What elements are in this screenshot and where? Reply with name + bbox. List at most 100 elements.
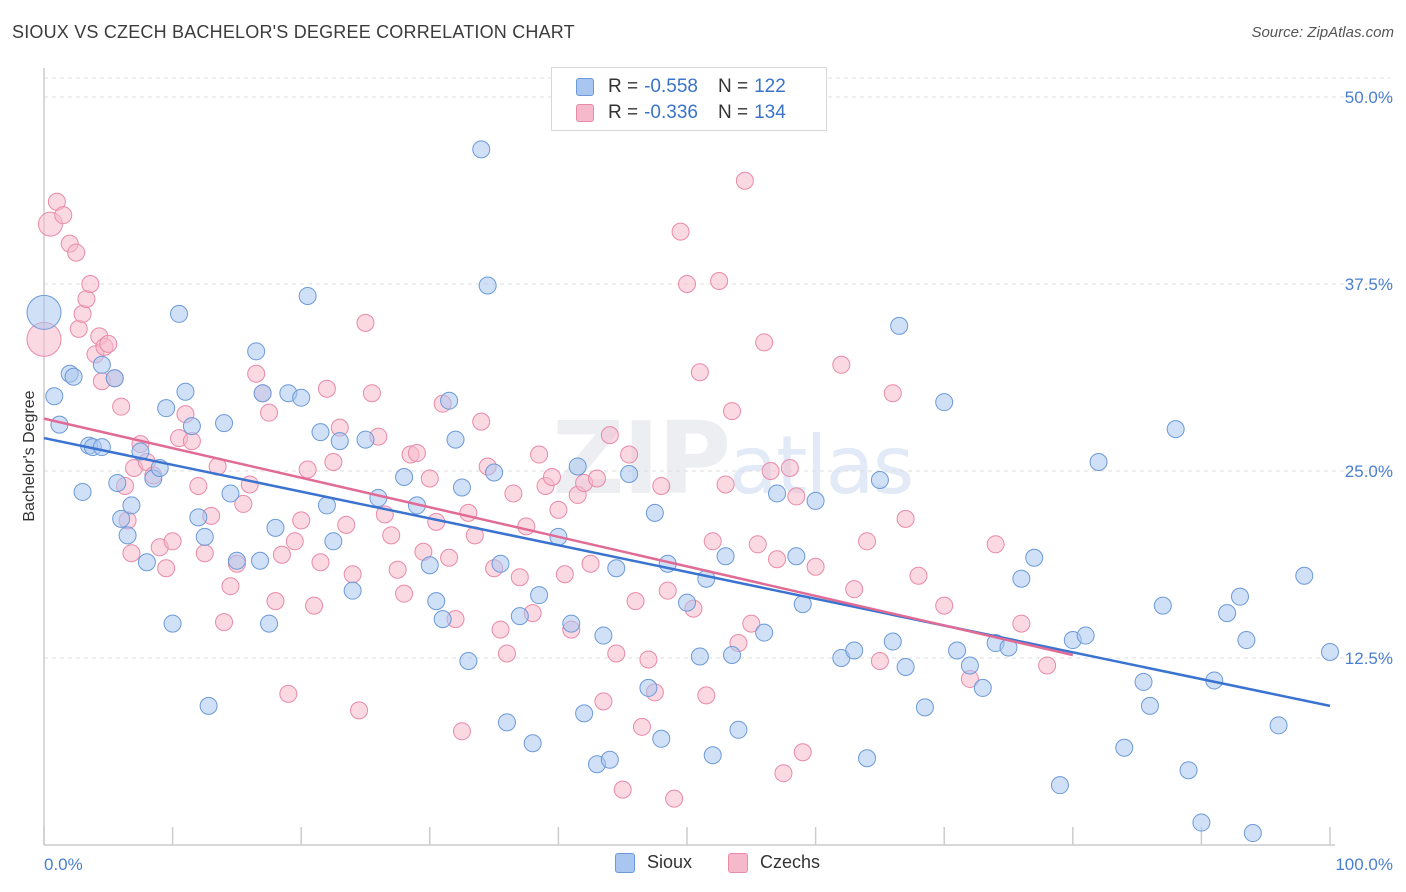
czechs-point: [407, 444, 426, 463]
sioux-point: [1050, 776, 1069, 795]
sioux-point: [108, 473, 127, 492]
czechs-point: [716, 475, 735, 494]
czechs-point: [845, 580, 864, 599]
czechs-point: [832, 355, 851, 374]
czechs-point: [735, 171, 754, 190]
sioux-point: [1115, 738, 1134, 757]
czechs-point: [774, 764, 793, 783]
czechs-point: [382, 526, 401, 545]
czechs-swatch: [576, 104, 594, 122]
sioux-point: [755, 623, 774, 642]
czechs-point: [896, 509, 915, 528]
sioux-point: [73, 482, 92, 501]
czechs-point: [491, 620, 510, 639]
sioux-point: [1230, 587, 1249, 606]
czechs-point: [317, 379, 336, 398]
sioux-point: [729, 720, 748, 739]
sioux-point: [575, 704, 594, 723]
sioux-point: [1134, 672, 1153, 691]
sioux-points: [26, 140, 1339, 843]
czechs-point: [607, 644, 626, 663]
czechs-point: [665, 789, 684, 808]
czechs-point: [122, 544, 141, 563]
czechs-point: [909, 566, 928, 585]
sioux-point: [221, 484, 240, 503]
y-tick-label: 50.0%: [1345, 88, 1393, 107]
sioux-point: [530, 586, 549, 605]
czechs-point: [787, 487, 806, 506]
czechs-point: [350, 701, 369, 720]
czechs-point: [858, 532, 877, 551]
sioux-point: [600, 750, 619, 769]
czechs-point: [761, 462, 780, 480]
sioux-point: [1089, 453, 1108, 472]
sioux-point: [1295, 566, 1314, 585]
sioux-point: [105, 369, 124, 388]
sioux-point: [915, 698, 934, 717]
sioux-point: [330, 432, 349, 451]
czechs-point: [337, 515, 356, 534]
sioux-point: [356, 430, 375, 449]
sioux-point: [472, 140, 491, 159]
sioux-point: [935, 393, 954, 412]
sioux-point: [948, 641, 967, 660]
sioux-point: [960, 656, 979, 675]
sioux-point: [523, 734, 542, 753]
r-label: R =: [608, 102, 639, 123]
bottom-legend-sioux[interactable]: Sioux: [615, 852, 692, 873]
sioux-point: [890, 316, 909, 335]
czechs-point: [1038, 656, 1057, 675]
czechs-point: [343, 565, 362, 584]
sioux-point: [427, 592, 446, 611]
czechs-point: [54, 206, 73, 225]
chart-source: Source: ZipAtlas.com: [1251, 24, 1394, 41]
czechs-point: [247, 364, 266, 383]
czechs-point: [260, 403, 279, 422]
bottom-legend-czechs[interactable]: Czechs: [728, 852, 820, 873]
sioux-point: [199, 696, 218, 715]
sioux-point: [118, 526, 137, 545]
sioux-point: [247, 342, 266, 361]
czechs-point: [626, 592, 645, 611]
czechs-point: [986, 535, 1005, 554]
sioux-point: [478, 276, 497, 295]
sioux-point: [157, 399, 176, 418]
sioux-point: [446, 430, 465, 449]
czechs-point: [504, 484, 523, 503]
sioux-point: [703, 746, 722, 765]
sioux-point: [620, 464, 639, 483]
czechs-point: [182, 432, 201, 451]
n-label: N =: [717, 102, 749, 123]
czechs-point: [163, 532, 182, 551]
tick-labels: 12.5% 25.0% 37.5% 50.0% 0.0% 100.0%: [44, 88, 1393, 874]
sioux-point: [195, 527, 214, 546]
sioux-point: [1218, 604, 1237, 623]
sioux-point: [253, 384, 272, 403]
czechs-point: [690, 363, 709, 382]
sioux-point: [440, 391, 459, 410]
sioux-point: [1166, 420, 1185, 439]
sioux-point: [420, 556, 439, 575]
sioux-point: [973, 678, 992, 697]
sioux-point: [652, 729, 671, 748]
czechs-point: [768, 550, 787, 569]
czechs-point: [279, 684, 298, 703]
czechs-point: [549, 500, 568, 519]
czechs-point: [517, 517, 536, 536]
czechs-point: [793, 743, 812, 762]
czechs-point: [806, 557, 825, 576]
sioux-point: [227, 551, 246, 570]
czechs-point: [69, 319, 88, 338]
sioux-point: [562, 614, 581, 633]
sioux-point: [260, 614, 279, 633]
czechs-point: [639, 650, 658, 669]
czechs-point: [581, 554, 600, 573]
sioux-point: [1025, 548, 1044, 567]
axes: [43, 68, 1335, 846]
sioux-point: [26, 294, 62, 330]
sioux-point: [131, 442, 150, 461]
czechs-point: [452, 722, 471, 741]
czechs-point: [459, 503, 478, 522]
czechs-legend-swatch: [728, 852, 748, 873]
czechs-point: [883, 384, 902, 403]
